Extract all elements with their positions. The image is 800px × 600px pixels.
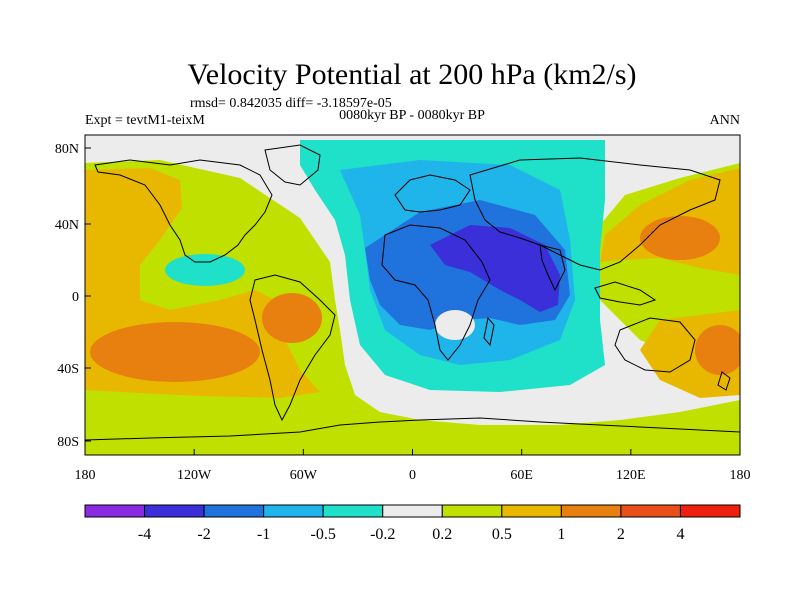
lon-label: 120W	[177, 468, 212, 483]
field-mid-pos-south-america	[262, 293, 322, 343]
field-mid-pos-pacific	[90, 322, 260, 382]
colorbar-label: -0.5	[311, 526, 336, 543]
lat-label: 40S	[57, 362, 79, 377]
coast-europe	[394, 174, 471, 213]
colorbar-label: 0.5	[492, 526, 512, 543]
field-near-zero-southern-africa	[435, 310, 475, 340]
colorbar-label: -1	[257, 526, 270, 543]
velocity-potential-field	[85, 135, 740, 455]
lon-label: 180	[75, 468, 96, 483]
colorbar-label: 1	[557, 526, 565, 543]
colorbar-swatch	[679, 504, 741, 518]
coast-north-america	[94, 159, 273, 263]
colorbar-label: 2	[617, 526, 625, 543]
colorbar-swatch	[144, 504, 205, 518]
field-small-neg-core	[180, 262, 230, 278]
colorbar-swatch	[203, 504, 265, 518]
colorbar-label: 0.2	[432, 526, 452, 543]
coast-madagascar	[483, 316, 495, 347]
coast-africa	[381, 224, 491, 361]
season-label: ANN	[710, 113, 740, 128]
colorbar: -4 -2 -1 -0.5 -0.2 0.2 0.5 1 2 4	[84, 504, 741, 543]
field-mid-pos-sw-pacific	[695, 325, 740, 375]
lon-label: 60E	[510, 468, 533, 483]
plot-title: Velocity Potential at 200 hPa (km2/s)	[187, 58, 636, 91]
lon-label: 0	[409, 468, 416, 483]
colorbar-label: 4	[676, 526, 684, 543]
axis-ticks: 180 120W 60W 0 60E 120E 180 80N 40N 0 40S 80S	[55, 142, 751, 483]
colorbar-swatch	[382, 504, 443, 518]
stats-text: rmsd= 0.842035 diff= -3.18597e-05	[190, 96, 392, 111]
colorbar-label: -4	[138, 526, 151, 543]
colorbar-label: -2	[197, 526, 210, 543]
lat-label: 80S	[57, 435, 79, 450]
coast-greenland	[264, 144, 321, 186]
coast-antarctica	[85, 417, 740, 441]
lon-label: 120E	[616, 468, 646, 483]
coast-india	[539, 244, 566, 292]
lat-label: 40N	[55, 218, 79, 233]
lat-label: 80N	[55, 142, 79, 157]
coast-south-america	[249, 274, 336, 422]
coast-australia	[614, 317, 696, 373]
colorbar-swatch	[322, 504, 384, 518]
colorbar-swatch	[620, 504, 681, 518]
lat-label: 0	[72, 290, 79, 305]
coastlines	[85, 144, 740, 441]
colorbar-swatch	[263, 504, 324, 518]
colorbar-swatch	[84, 504, 146, 518]
experiment-label: Expt = tevtM1-teixM	[85, 113, 205, 128]
field-mid-pos-nw-pacific	[640, 216, 720, 260]
lon-label: 180	[730, 468, 751, 483]
colorbar-swatch	[441, 504, 503, 518]
lon-label: 60W	[290, 468, 318, 483]
period-label: 0080kyr BP - 0080kyr BP	[339, 108, 485, 123]
coast-new-zealand	[717, 371, 731, 391]
coast-asia	[469, 157, 721, 271]
coast-maritime	[594, 281, 657, 306]
field-strong-neg	[430, 225, 560, 312]
colorbar-swatch	[501, 504, 562, 518]
colorbar-swatch	[560, 504, 622, 518]
colorbar-label: -0.2	[370, 526, 395, 543]
